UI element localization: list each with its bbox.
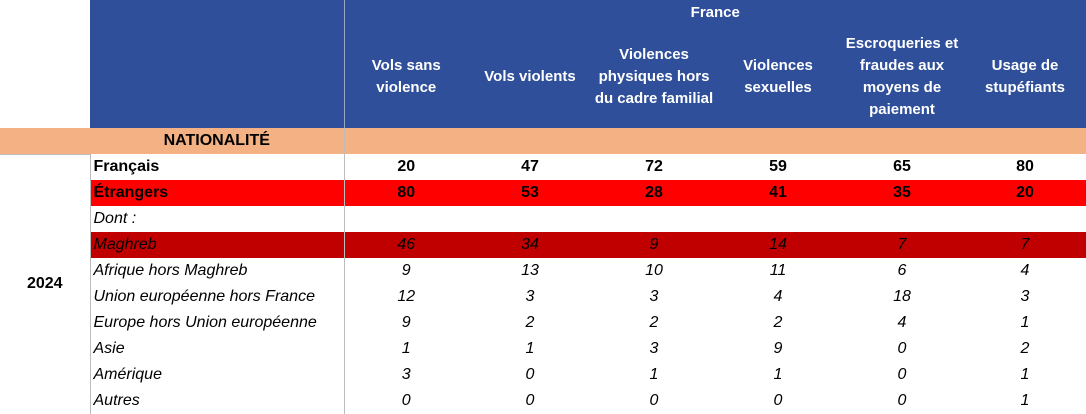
- column-header: Vols sans violence: [344, 26, 468, 128]
- value-cell: 0: [773, 392, 783, 409]
- table-row: Étrangers 80 53 28 41 35 20: [0, 180, 1086, 206]
- value-cell: 2: [525, 314, 535, 331]
- value-cell: 72: [645, 158, 663, 175]
- value-cell: 1: [1020, 314, 1030, 331]
- value-cell: 14: [716, 232, 840, 258]
- value-cell: [343, 206, 468, 232]
- value-cell: 9: [592, 232, 716, 258]
- corner-blank: [0, 0, 90, 26]
- value-cell: 6: [897, 262, 907, 279]
- value-cell: 12: [343, 284, 468, 310]
- header-left-blank: [90, 0, 345, 26]
- section-fill-left: [0, 128, 90, 154]
- row-label: Union européenne hors France: [93, 288, 315, 305]
- row-label: Étrangers: [90, 180, 344, 206]
- row-label: Dont :: [93, 210, 137, 227]
- value-cell: 20: [964, 180, 1086, 206]
- row-label: Afrique hors Maghreb: [93, 262, 248, 279]
- value-cell: [716, 206, 840, 232]
- value-cell: 11: [769, 262, 787, 279]
- header-left-blank-2: [90, 26, 345, 128]
- table-row: Autres 0 0 0 0 0 1: [0, 388, 1086, 414]
- value-cell: 2: [649, 314, 659, 331]
- value-cell: 0: [897, 340, 907, 357]
- value-cell: 1: [1020, 366, 1030, 383]
- value-cell: 4: [897, 314, 907, 331]
- value-cell: 4: [1020, 262, 1030, 279]
- row-label: Europe hors Union européenne: [93, 314, 317, 331]
- value-cell: 1: [525, 340, 535, 357]
- column-header: Usage de stupéfiants: [964, 26, 1086, 128]
- value-cell: 3: [343, 362, 468, 388]
- value-cell: 65: [893, 158, 911, 175]
- value-cell: 47: [521, 158, 539, 175]
- value-cell: 46: [343, 232, 468, 258]
- value-cell: 0: [649, 392, 659, 409]
- row-label: Asie: [93, 340, 125, 357]
- value-cell: 3: [525, 288, 535, 305]
- value-cell: [964, 206, 1086, 232]
- value-cell: 13: [521, 262, 539, 279]
- value-cell: [592, 206, 716, 232]
- value-cell: 0: [897, 392, 907, 409]
- value-cell: 0: [897, 366, 907, 383]
- value-cell: 80: [343, 180, 468, 206]
- value-cell: 9: [343, 310, 468, 336]
- column-header: Escroqueries et fraudes aux moyens de pa…: [840, 26, 964, 128]
- value-cell: [840, 206, 964, 232]
- value-cell: 7: [840, 232, 964, 258]
- value-cell: 2: [773, 314, 783, 331]
- value-cell: 34: [468, 232, 592, 258]
- value-cell: 4: [773, 288, 783, 305]
- value-cell: 20: [343, 154, 468, 180]
- row-label: Amérique: [93, 366, 162, 383]
- table-row: Union européenne hors France 12 3 3 4 18 3: [0, 284, 1086, 310]
- value-cell: 1: [343, 336, 468, 362]
- value-cell: 0: [525, 366, 535, 383]
- value-cell: 28: [592, 180, 716, 206]
- value-cell: 1: [1020, 392, 1030, 409]
- table-row: 2024 Français 20 47 72 59 65 80: [0, 153, 1086, 414]
- table-row: Afrique hors Maghreb 9 13 10 11 6 4: [0, 258, 1086, 284]
- value-cell: 9: [343, 258, 468, 284]
- value-cell: 9: [773, 340, 783, 357]
- value-cell: 3: [1020, 288, 1030, 305]
- value-cell: [468, 206, 592, 232]
- value-cell: 35: [840, 180, 964, 206]
- value-cell: 53: [468, 180, 592, 206]
- column-header: Violences physiques hors du cadre famili…: [592, 26, 716, 128]
- value-cell: 7: [964, 232, 1086, 258]
- row-label: Autres: [93, 392, 140, 409]
- table-row: Europe hors Union européenne 9 2 2 2 4 1: [0, 310, 1086, 336]
- value-cell: 1: [773, 366, 783, 383]
- table-row: Dont :: [0, 206, 1086, 232]
- value-cell: 3: [649, 288, 659, 305]
- section-fill-right: [343, 128, 1086, 154]
- row-label: Français: [93, 158, 160, 175]
- column-header: Violences sexuelles: [716, 26, 840, 128]
- value-cell: 18: [893, 288, 911, 305]
- value-cell: 3: [649, 340, 659, 357]
- group-title: France: [344, 0, 1086, 26]
- value-cell: 0: [525, 392, 535, 409]
- value-cell: 41: [716, 180, 840, 206]
- table-row: Asie 1 1 3 9 0 2: [0, 336, 1086, 362]
- value-cell: 0: [343, 388, 468, 414]
- column-header: Vols violents: [468, 26, 592, 128]
- row-label: Maghreb: [90, 232, 344, 258]
- value-cell: 80: [1016, 158, 1034, 175]
- value-cell: 1: [649, 366, 659, 383]
- table-row: Amérique 3 0 1 1 0 1: [0, 362, 1086, 388]
- value-cell: 10: [645, 262, 663, 279]
- corner-blank-2: [0, 26, 90, 128]
- section-label: NATIONALITÉ: [90, 128, 344, 154]
- value-cell: 2: [1020, 340, 1030, 357]
- value-cell: 59: [769, 158, 787, 175]
- table-row: Maghreb 46 34 9 14 7 7: [0, 232, 1086, 258]
- year-label: 2024: [0, 153, 91, 414]
